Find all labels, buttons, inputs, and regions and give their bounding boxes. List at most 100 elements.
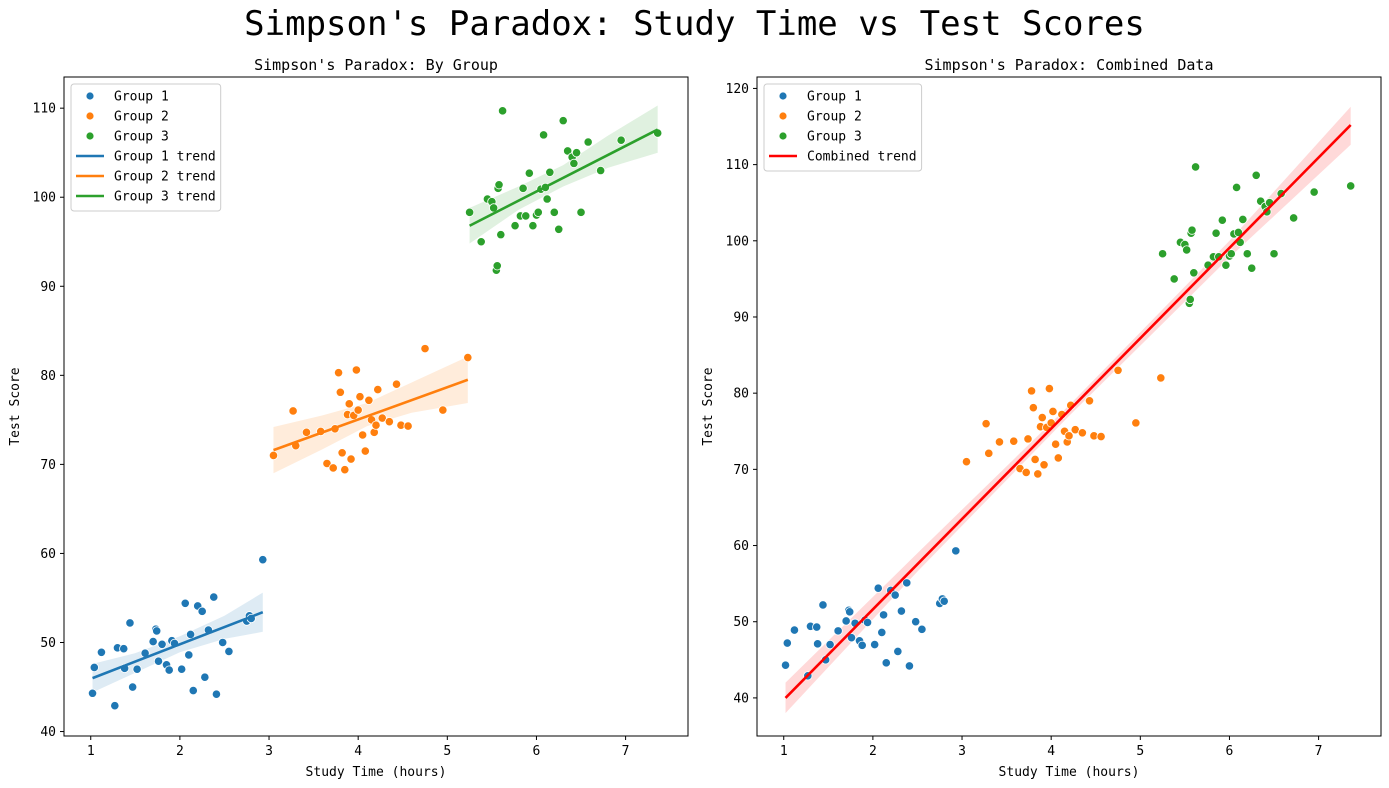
legend-label: Combined trend: [807, 150, 917, 165]
data-point: [549, 207, 559, 217]
x-tick-label: 4: [1047, 744, 1055, 759]
data-point: [371, 420, 381, 430]
data-point: [328, 463, 338, 473]
trend-line: [273, 378, 469, 452]
data-point: [538, 130, 549, 140]
legend-marker-icon: [779, 112, 787, 120]
data-point: [1289, 213, 1299, 223]
data-point: [1189, 268, 1199, 278]
data-point: [1156, 373, 1166, 383]
by-group-chart: Simpson's Paradox: By Group 1 2 3 4 5 6 7 40 50 60…: [8, 56, 689, 780]
data-point: [857, 640, 867, 650]
y-tick-label: 70: [733, 463, 749, 478]
legend-label: Group 3 trend: [114, 190, 216, 205]
data-point: [403, 421, 413, 431]
trend-line: [469, 128, 659, 227]
data-point: [463, 352, 473, 363]
data-point: [188, 685, 198, 696]
data-point: [870, 639, 880, 650]
trend-line: [92, 611, 264, 680]
data-point: [533, 207, 543, 217]
data-point: [904, 661, 915, 671]
data-point: [1169, 274, 1179, 284]
legend-marker-icon: [86, 92, 94, 100]
data-point: [1064, 431, 1074, 441]
data-point: [911, 617, 921, 627]
legend-label: Group 1 trend: [114, 150, 216, 165]
data-point: [812, 622, 822, 632]
data-point: [492, 261, 502, 271]
data-point: [377, 413, 387, 423]
data-point: [818, 600, 828, 610]
data-point: [841, 616, 851, 626]
data-point: [893, 646, 903, 657]
data-point: [877, 627, 887, 637]
data-point: [177, 664, 187, 674]
data-point: [337, 448, 347, 458]
data-point: [364, 395, 374, 405]
x-tick-label: 4: [354, 744, 362, 759]
data-point: [268, 450, 279, 461]
data-point: [1233, 227, 1243, 238]
figure-title: Simpson's Paradox: Study Time vs Test Sc…: [244, 4, 1145, 44]
y-axis-label: Test Score: [8, 367, 23, 445]
data-point: [496, 230, 506, 240]
y-tick-label: 110: [33, 102, 56, 117]
data-point: [1037, 412, 1047, 423]
plot-frame: [63, 76, 689, 737]
x-tick-label: 2: [869, 744, 877, 759]
data-point: [333, 368, 344, 378]
data-point: [355, 392, 365, 402]
y-axis-label: Test Score: [701, 367, 716, 445]
x-tick-label: 3: [265, 744, 273, 759]
data-point: [420, 344, 430, 354]
data-point: [301, 427, 312, 437]
data-point: [335, 387, 345, 397]
data-point: [96, 647, 107, 657]
data-point: [288, 406, 298, 416]
data-point: [1044, 383, 1054, 394]
legend-marker-icon: [779, 132, 787, 140]
data-point: [563, 146, 573, 156]
data-point: [1309, 187, 1319, 197]
data-point: [89, 662, 99, 673]
data-point: [164, 665, 174, 675]
y-tick-label: 50: [733, 615, 749, 630]
y-tick-label: 40: [40, 725, 56, 740]
data-point: [542, 194, 552, 204]
data-point: [153, 656, 164, 666]
data-point: [1276, 188, 1286, 199]
legend-marker-icon: [779, 92, 787, 100]
data-point: [1158, 249, 1168, 259]
data-point: [476, 237, 486, 247]
y-tick-label: 60: [733, 539, 749, 554]
data-point: [780, 660, 791, 670]
data-point: [1221, 260, 1231, 270]
data-point: [1185, 294, 1195, 305]
y-tick-label: 70: [40, 458, 56, 473]
data-point: [524, 168, 534, 178]
data-point: [873, 583, 883, 593]
data-point: [881, 658, 891, 668]
data-point: [510, 221, 520, 231]
data-point: [571, 148, 582, 158]
x-tick-label: 7: [622, 744, 630, 759]
data-point: [340, 465, 350, 475]
data-point: [1026, 386, 1037, 396]
data-point: [494, 180, 504, 190]
data-point: [528, 221, 538, 231]
data-point: [902, 578, 912, 588]
data-point: [391, 379, 402, 389]
data-point: [1217, 215, 1227, 225]
chart-title: Simpson's Paradox: By Group: [254, 56, 498, 74]
data-point: [616, 135, 626, 145]
legend-label: Group 2 trend: [114, 170, 216, 185]
data-point: [1023, 434, 1033, 444]
data-point: [87, 688, 98, 698]
data-point: [258, 555, 268, 565]
data-point: [218, 637, 228, 648]
data-point: [1033, 469, 1043, 479]
legend-box: [763, 83, 923, 172]
data-point: [157, 639, 167, 649]
data-point: [224, 646, 234, 656]
